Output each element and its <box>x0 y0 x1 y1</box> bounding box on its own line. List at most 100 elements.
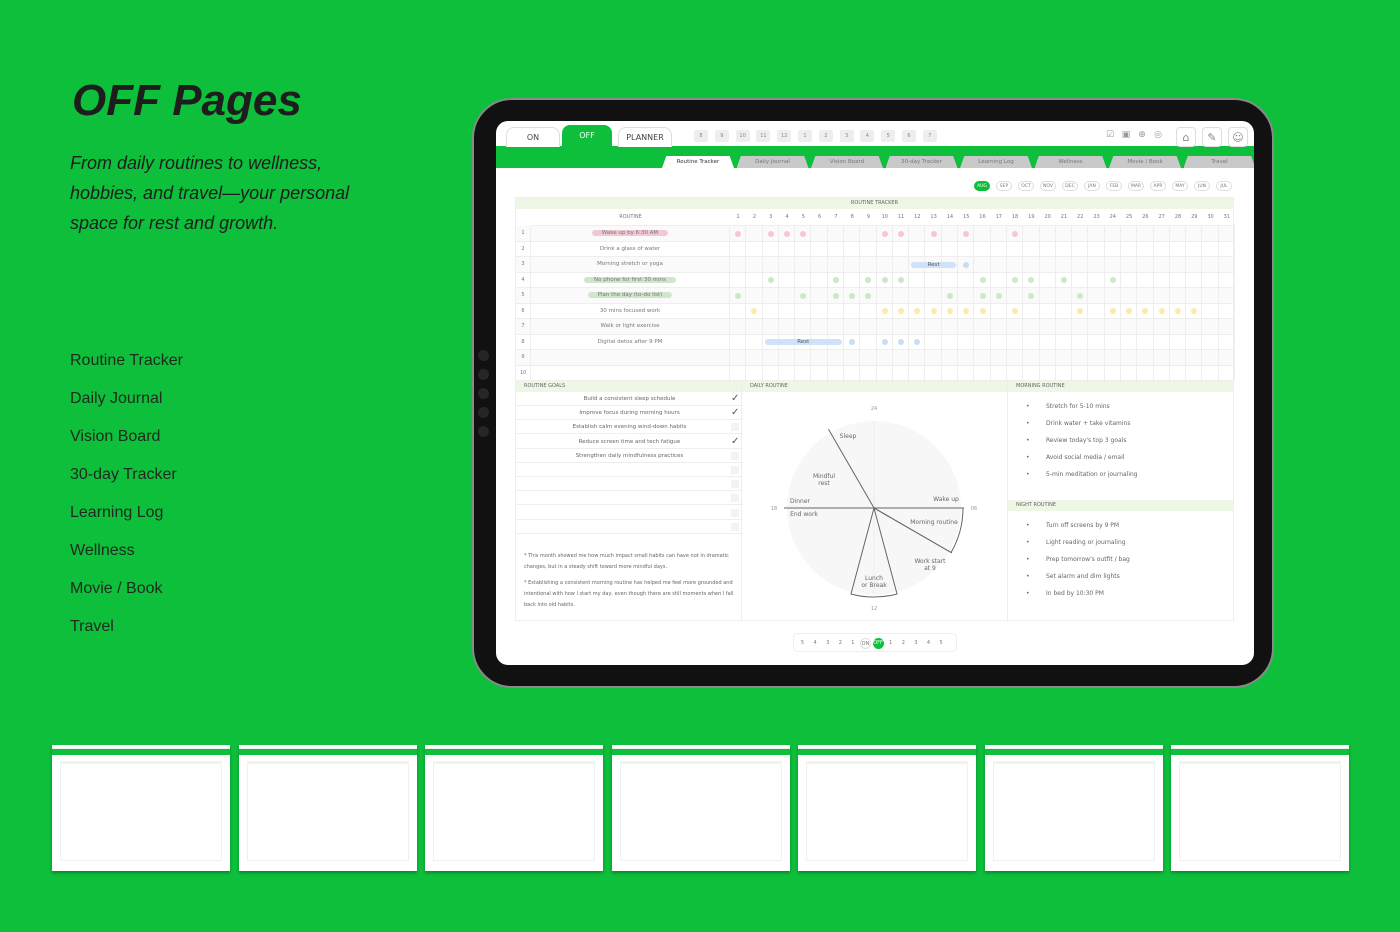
routine-cell[interactable]: Walk or light exercise <box>531 319 730 335</box>
day-cell[interactable] <box>1153 365 1170 381</box>
day-cell[interactable] <box>778 226 796 242</box>
month-pill-may[interactable]: MAY <box>1172 181 1188 191</box>
day-cell[interactable] <box>762 288 779 304</box>
section-tab[interactable]: Vision Board <box>811 156 883 168</box>
day-cell[interactable] <box>1169 288 1187 304</box>
day-cell[interactable] <box>746 303 763 319</box>
day-cell[interactable] <box>1153 272 1170 288</box>
day-cell[interactable] <box>1055 288 1073 304</box>
day-cell[interactable] <box>730 319 747 335</box>
day-cell[interactable] <box>746 319 763 335</box>
day-cell[interactable] <box>1153 350 1170 366</box>
day-cell[interactable] <box>1202 334 1219 350</box>
day-cell[interactable] <box>860 350 877 366</box>
day-cell[interactable] <box>1186 257 1203 273</box>
day-cell[interactable] <box>1104 319 1121 335</box>
day-cell[interactable] <box>990 303 1007 319</box>
clipboard-icon[interactable]: ▣ <box>1121 130 1131 140</box>
goal-checkbox[interactable] <box>731 451 739 460</box>
day-cell[interactable] <box>941 334 959 350</box>
day-cell[interactable] <box>1169 226 1187 242</box>
day-cell[interactable] <box>1202 257 1219 273</box>
day-cell[interactable] <box>811 257 828 273</box>
day-cell[interactable] <box>925 334 942 350</box>
day-cell[interactable] <box>811 226 828 242</box>
day-cell[interactable] <box>1202 350 1219 366</box>
globe-icon[interactable]: ⊕ <box>1138 130 1146 140</box>
day-cell[interactable] <box>1072 226 1089 242</box>
fingerprint-icon[interactable]: ◎ <box>1154 130 1162 140</box>
top-tab-off[interactable]: OFF <box>562 125 612 147</box>
day-cell[interactable] <box>1039 319 1056 335</box>
goal-checkbox[interactable]: ✓ <box>731 435 740 447</box>
day-cell[interactable] <box>1072 288 1089 304</box>
day-cell[interactable] <box>1055 350 1073 366</box>
page-thumbnail[interactable] <box>798 745 976 871</box>
day-cell[interactable] <box>990 365 1007 381</box>
day-cell[interactable] <box>958 334 975 350</box>
day-cell[interactable] <box>925 303 942 319</box>
day-cell[interactable] <box>844 319 861 335</box>
day-cell[interactable] <box>1006 288 1024 304</box>
day-cell[interactable] <box>1202 365 1219 381</box>
day-cell[interactable] <box>762 350 779 366</box>
day-cell[interactable] <box>1120 350 1138 366</box>
hour-chip[interactable]: 7 <box>922 130 937 142</box>
day-cell[interactable] <box>844 334 861 350</box>
day-cell[interactable] <box>1006 350 1024 366</box>
day-cell[interactable] <box>730 288 747 304</box>
month-pill-jul[interactable]: JUL <box>1216 181 1232 191</box>
page-4[interactable]: 4 <box>926 640 931 646</box>
day-cell[interactable] <box>746 241 763 257</box>
day-cell[interactable] <box>1218 319 1235 335</box>
day-cell[interactable] <box>941 350 959 366</box>
hour-chip[interactable]: 5 <box>881 130 896 142</box>
day-cell[interactable] <box>1088 303 1105 319</box>
day-cell[interactable] <box>762 241 779 257</box>
day-cell[interactable] <box>1218 350 1235 366</box>
day-cell[interactable] <box>730 272 747 288</box>
day-cell[interactable] <box>1006 257 1024 273</box>
day-cell[interactable] <box>1006 272 1024 288</box>
day-cell[interactable] <box>892 241 910 257</box>
day-cell[interactable] <box>1104 226 1121 242</box>
day-cell[interactable] <box>860 288 877 304</box>
day-cell[interactable] <box>1023 241 1040 257</box>
day-cell[interactable] <box>811 241 828 257</box>
day-cell[interactable] <box>1104 303 1121 319</box>
day-cell[interactable] <box>762 319 779 335</box>
month-pill-feb[interactable]: FEB <box>1106 181 1122 191</box>
day-cell[interactable] <box>844 226 861 242</box>
day-cell[interactable] <box>1186 241 1203 257</box>
day-cell[interactable] <box>811 319 828 335</box>
day-cell[interactable] <box>1088 241 1105 257</box>
day-cell[interactable] <box>1072 303 1089 319</box>
day-cell[interactable] <box>1088 257 1105 273</box>
day-cell[interactable] <box>892 319 910 335</box>
day-cell[interactable] <box>1137 334 1154 350</box>
day-cell[interactable] <box>1218 272 1235 288</box>
goal-checkbox[interactable] <box>731 480 739 489</box>
day-cell[interactable] <box>844 241 861 257</box>
day-cell[interactable] <box>990 334 1007 350</box>
day-cell[interactable] <box>1023 365 1040 381</box>
day-cell[interactable] <box>892 350 910 366</box>
day-cell[interactable] <box>1039 241 1056 257</box>
routine-cell[interactable] <box>531 365 730 381</box>
goal-checkbox[interactable]: ✓ <box>731 407 740 419</box>
day-cell[interactable] <box>1186 350 1203 366</box>
page-2[interactable]: 2 <box>901 640 905 646</box>
hour-chip[interactable]: 6 <box>902 130 916 142</box>
day-cell[interactable] <box>892 288 910 304</box>
calendar-check-icon[interactable]: ☑ <box>1105 130 1115 140</box>
routine-cell[interactable] <box>531 350 730 366</box>
day-cell[interactable] <box>876 226 893 242</box>
day-cell[interactable] <box>762 365 779 381</box>
day-cell[interactable] <box>1039 334 1056 350</box>
day-cell[interactable] <box>941 241 959 257</box>
day-cell[interactable] <box>1039 257 1056 273</box>
section-tab[interactable]: 30-day Tracker <box>885 156 958 168</box>
day-cell[interactable] <box>1104 288 1121 304</box>
day-cell[interactable] <box>1186 334 1203 350</box>
section-tab[interactable]: Wellness <box>1034 156 1107 168</box>
